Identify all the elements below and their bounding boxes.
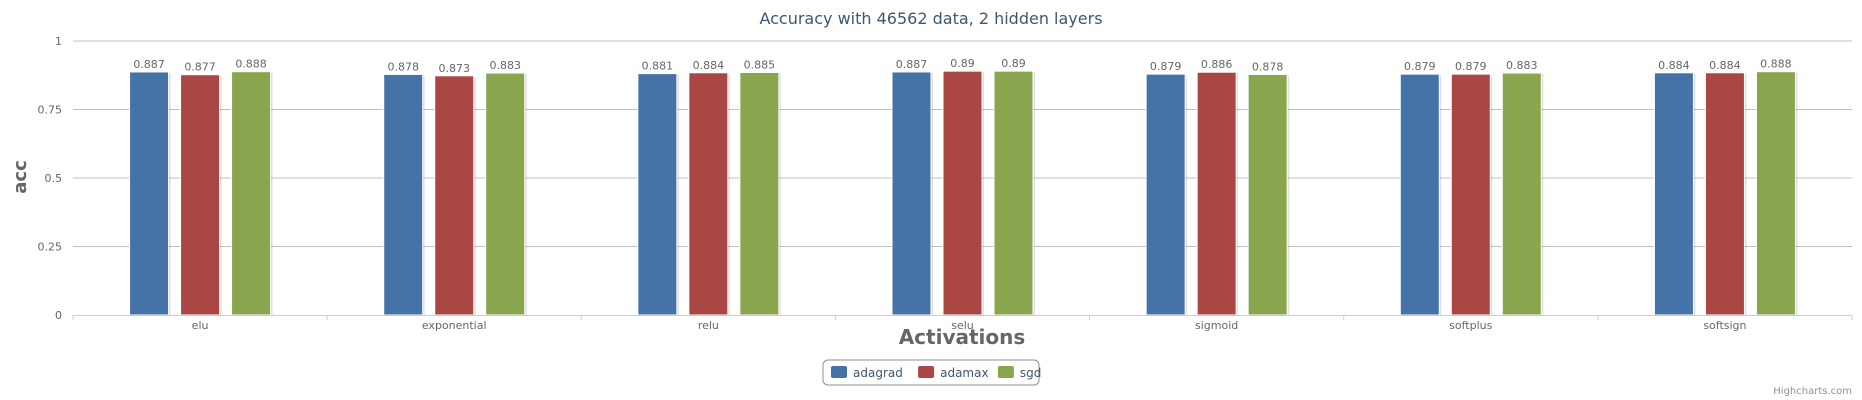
legend-swatch bbox=[831, 366, 847, 378]
bar-adagrad-softsign[interactable] bbox=[1653, 72, 1694, 316]
data-label: 0.884 bbox=[1658, 59, 1690, 72]
y-tick-label: 0.5 bbox=[45, 172, 63, 185]
legend-label: adagrad bbox=[853, 366, 903, 380]
data-label: 0.883 bbox=[1506, 59, 1538, 72]
x-tick-label: softplus bbox=[1449, 319, 1492, 332]
bars bbox=[129, 70, 1798, 317]
data-label: 0.887 bbox=[133, 58, 165, 71]
data-label: 0.884 bbox=[693, 59, 725, 72]
bar-sgd-elu[interactable] bbox=[231, 71, 272, 316]
x-tick-label: sigmoid bbox=[1195, 319, 1238, 332]
x-tick-label: relu bbox=[698, 319, 719, 332]
legend-label: sgd bbox=[1020, 366, 1042, 380]
bar-adamax-relu[interactable] bbox=[688, 72, 729, 316]
bar-adamax-elu[interactable] bbox=[180, 74, 221, 316]
bar-adamax-softplus[interactable] bbox=[1450, 73, 1491, 316]
data-label: 0.886 bbox=[1201, 58, 1233, 71]
data-label: 0.879 bbox=[1455, 60, 1487, 73]
data-labels: 0.887 0.878 0.881 0.887 0.879 0.879 0.884 0.877… bbox=[133, 57, 1791, 75]
x-axis-label: Activations bbox=[899, 325, 1026, 349]
legend-item-adagrad[interactable]: adagrad bbox=[831, 366, 903, 380]
bar-adamax-selu[interactable] bbox=[942, 70, 983, 316]
bar-adamax-exponential[interactable] bbox=[434, 75, 475, 316]
data-label: 0.883 bbox=[489, 59, 521, 72]
bar-adamax-sigmoid[interactable] bbox=[1196, 71, 1237, 316]
data-label: 0.877 bbox=[184, 61, 216, 74]
y-tick-label: 0.75 bbox=[38, 104, 63, 117]
bar-adagrad-exponential[interactable] bbox=[383, 73, 424, 316]
bar-sgd-softsign[interactable] bbox=[1755, 71, 1796, 316]
bar-sgd-sigmoid[interactable] bbox=[1247, 73, 1288, 316]
bar-sgd-exponential[interactable] bbox=[485, 72, 526, 316]
data-label: 0.89 bbox=[950, 57, 975, 70]
bar-sgd-relu[interactable] bbox=[739, 72, 780, 316]
data-label: 0.89 bbox=[1001, 57, 1026, 70]
y-tick-label: 0.25 bbox=[38, 241, 63, 254]
legend-label: adamax bbox=[940, 366, 988, 380]
y-tick-label: 0 bbox=[55, 309, 62, 322]
data-label: 0.879 bbox=[1404, 60, 1436, 73]
bar-adagrad-selu[interactable] bbox=[891, 71, 932, 316]
legend-swatch bbox=[997, 366, 1014, 378]
bar-adagrad-sigmoid[interactable] bbox=[1145, 73, 1186, 316]
data-label: 0.884 bbox=[1709, 59, 1741, 72]
bar-adagrad-relu[interactable] bbox=[637, 73, 678, 316]
data-label: 0.887 bbox=[896, 58, 928, 71]
bar-adagrad-elu[interactable] bbox=[129, 71, 170, 316]
data-label: 0.879 bbox=[1150, 60, 1182, 73]
data-label: 0.878 bbox=[1252, 60, 1284, 73]
bar-sgd-softplus[interactable] bbox=[1501, 72, 1542, 316]
x-tick-label: selu bbox=[951, 319, 974, 332]
data-label: 0.888 bbox=[235, 58, 267, 71]
x-tick-label: exponential bbox=[422, 319, 487, 332]
data-label: 0.888 bbox=[1760, 58, 1792, 71]
x-tick-label: softsign bbox=[1703, 319, 1746, 332]
chart-title: Accuracy with 46562 data, 2 hidden layer… bbox=[759, 9, 1102, 28]
x-axis: elu exponential relu selu sigmoid softplus sof… bbox=[72, 315, 1853, 332]
legend-item-adamax[interactable]: adamax bbox=[918, 366, 989, 380]
bar-sgd-selu[interactable] bbox=[993, 70, 1034, 316]
data-label: 0.885 bbox=[744, 59, 776, 72]
legend[interactable]: adagrad adamax sgd bbox=[822, 359, 1042, 386]
y-axis-label: acc bbox=[10, 160, 31, 194]
bar-adamax-softsign[interactable] bbox=[1704, 72, 1745, 316]
y-tick-label: 1 bbox=[55, 35, 62, 48]
data-label: 0.873 bbox=[438, 62, 470, 75]
bar-adagrad-softplus[interactable] bbox=[1399, 73, 1440, 316]
y-axis-ticks: 0 0.25 0.5 0.75 1 bbox=[38, 35, 63, 322]
legend-swatch bbox=[918, 366, 935, 378]
x-tick-label: elu bbox=[192, 319, 209, 332]
legend-item-sgd[interactable]: sgd bbox=[997, 366, 1042, 380]
data-label: 0.878 bbox=[387, 60, 419, 73]
credit-link[interactable]: Highcharts.com bbox=[1773, 386, 1852, 397]
data-label: 0.881 bbox=[642, 60, 674, 73]
